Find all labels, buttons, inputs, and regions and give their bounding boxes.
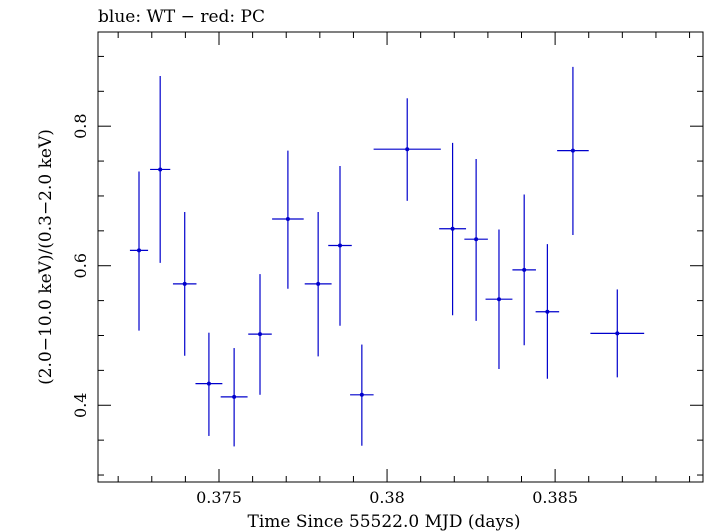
data-point xyxy=(439,142,467,316)
data-point xyxy=(150,75,171,263)
data-point xyxy=(535,244,560,379)
data-marker xyxy=(405,147,410,152)
data-point xyxy=(557,66,589,236)
data-point xyxy=(373,98,441,201)
x-tick-label: 0.38 xyxy=(369,488,405,507)
data-marker xyxy=(232,394,237,399)
x-tick-label: 0.385 xyxy=(532,488,578,507)
axis-ticks: 0.375 0.38 0.385 0.4 0.6 0.8 xyxy=(71,32,703,507)
plot-frame xyxy=(97,31,704,483)
data-point xyxy=(485,229,513,369)
data-point xyxy=(248,274,272,395)
data-point xyxy=(590,289,645,378)
data-point xyxy=(195,332,223,436)
chart-title: blue: WT − red: PC xyxy=(98,7,265,27)
y-tick-label: 0.8 xyxy=(71,113,90,138)
data-point xyxy=(220,348,248,447)
data-marker xyxy=(450,226,455,231)
data-marker xyxy=(496,297,501,302)
data-point xyxy=(172,212,197,356)
data-marker xyxy=(338,243,342,248)
data-point xyxy=(350,344,374,446)
data-marker xyxy=(359,392,364,397)
data-marker xyxy=(615,331,620,336)
y-tick-label: 0.6 xyxy=(71,253,90,278)
data-marker xyxy=(182,281,187,286)
data-marker xyxy=(545,309,550,314)
data-point xyxy=(512,194,536,346)
y-tick-label: 0.4 xyxy=(71,393,90,418)
data-marker xyxy=(206,381,211,386)
data-marker xyxy=(158,167,163,172)
data-marker xyxy=(137,248,142,253)
data-marker xyxy=(522,267,527,272)
data-point xyxy=(272,150,304,289)
data-points xyxy=(129,66,645,447)
data-marker xyxy=(285,216,290,221)
data-point xyxy=(328,165,352,326)
data-marker xyxy=(474,237,479,242)
y-axis-label: (2.0−10.0 keV)/(0.3−2.0 keV) xyxy=(36,129,56,385)
x-axis-label: Time Since 55522.0 MJD (days) xyxy=(248,512,521,532)
data-marker xyxy=(316,281,321,286)
data-marker xyxy=(258,332,263,337)
data-point xyxy=(304,212,332,357)
data-point xyxy=(464,158,488,321)
data-marker xyxy=(570,148,575,153)
x-tick-label: 0.375 xyxy=(196,488,242,507)
data-point xyxy=(129,171,149,331)
